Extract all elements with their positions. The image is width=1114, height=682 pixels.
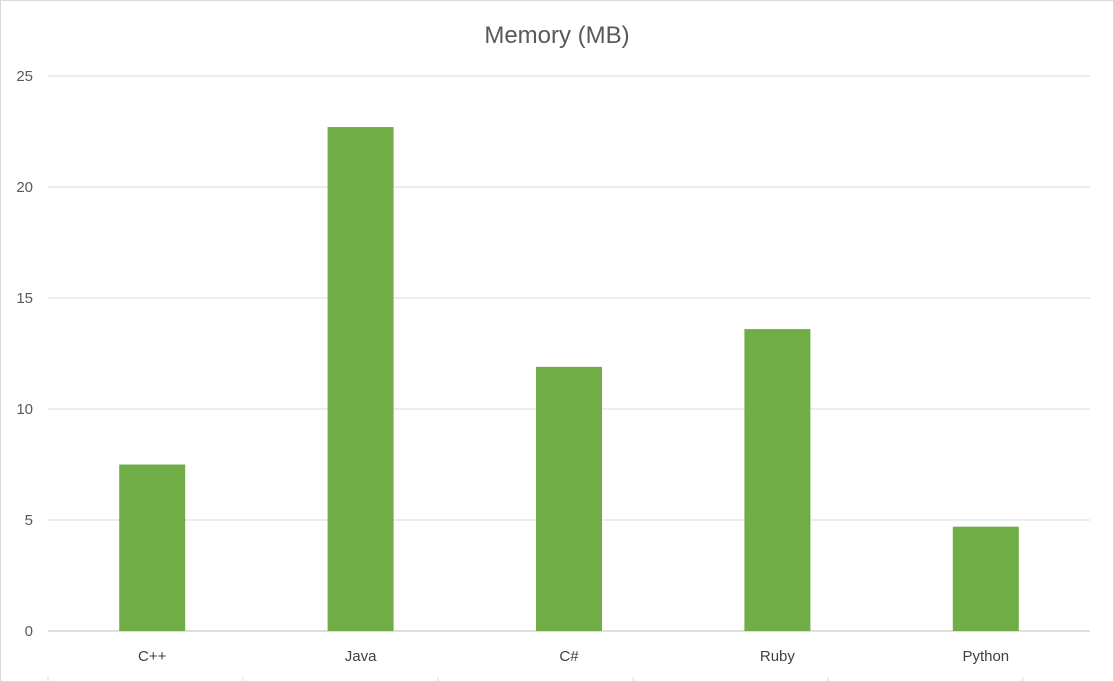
- x-category-label: Python: [962, 648, 1009, 665]
- bar-java: [327, 127, 394, 631]
- bars: [119, 127, 1019, 631]
- y-tick-label: 5: [25, 512, 33, 529]
- y-tick-label: 0: [25, 623, 33, 640]
- y-tick-label: 20: [16, 179, 33, 196]
- x-axis-category-labels: C++ Java C# Ruby Python: [138, 648, 1009, 665]
- chart-title: Memory (MB): [484, 22, 629, 49]
- bar-cplusplus: [119, 464, 186, 631]
- bar-python: [952, 526, 1019, 631]
- x-category-label: Ruby: [760, 648, 796, 665]
- x-category-label: Java: [345, 648, 377, 665]
- bar-csharp: [536, 366, 602, 631]
- y-tick-label: 25: [16, 68, 33, 85]
- y-axis-tick-labels: 0 5 10 15 20 25: [16, 68, 33, 640]
- frame-bottom-ticks: [47, 677, 1024, 682]
- gridlines: [48, 75, 1090, 632]
- bar-ruby: [744, 329, 811, 631]
- y-tick-label: 15: [16, 290, 33, 307]
- y-tick-label: 10: [16, 401, 33, 418]
- x-category-label: C#: [559, 648, 579, 665]
- x-category-label: C++: [138, 648, 167, 665]
